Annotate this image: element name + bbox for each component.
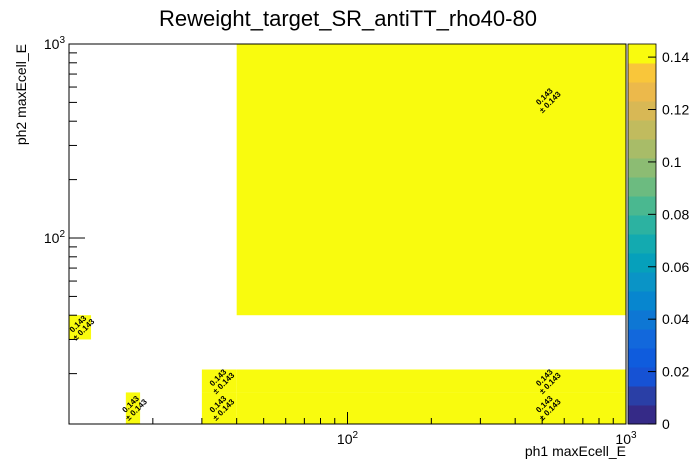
x-tick-base: 10 [337, 431, 353, 447]
palette-band [628, 253, 656, 273]
palette-band [628, 196, 656, 216]
palette-band [628, 405, 656, 425]
heatmap-cell [201, 392, 237, 424]
z-tick-label: 0.02 [662, 364, 689, 380]
x-axis-title: ph1 maxEcell_E [525, 443, 626, 459]
x-tick-base: 10 [615, 431, 631, 447]
palette-band [628, 63, 656, 83]
y-tick-exponent: 3 [59, 35, 65, 46]
palette-band [628, 158, 656, 178]
heatmap-cell [125, 392, 141, 424]
x-tick-label: 102 [337, 430, 359, 447]
palette-band [628, 291, 656, 311]
z-tick-label: 0 [662, 416, 670, 432]
z-tick-label: 0.14 [662, 49, 689, 65]
y-tick-base: 10 [44, 230, 60, 246]
palette-band [628, 329, 656, 349]
palette-band [628, 386, 656, 406]
cell-label: 0.143± 0.143 [534, 86, 563, 115]
palette-band [628, 120, 656, 140]
z-tick-label: 0.12 [662, 102, 689, 118]
y-tick-base: 10 [44, 36, 60, 52]
palette-band [628, 215, 656, 235]
x-tick-exponent: 3 [631, 430, 637, 441]
cell-label: 0.143± 0.143 [120, 394, 149, 423]
z-tick-label: 0.04 [662, 311, 689, 327]
palette-band [628, 272, 656, 292]
palette-band [628, 348, 656, 368]
palette-band [628, 139, 656, 159]
heatmap-cell [236, 369, 626, 393]
y-tick-exponent: 2 [59, 229, 65, 240]
palette-band [628, 367, 656, 387]
heatmap-cell [236, 44, 626, 316]
z-tick-label: 0.1 [662, 154, 682, 170]
y-axis-title: ph2 maxEcell_E [13, 44, 29, 145]
y-tick-label: 103 [44, 35, 66, 52]
heatmap-cell [201, 369, 237, 393]
heatmap-cell [69, 315, 92, 340]
z-tick-label: 0.08 [662, 206, 689, 222]
palette-band [628, 310, 656, 330]
palette-frame [627, 43, 657, 425]
chart-title: Reweight_target_SR_antiTT_rho40-80 [159, 6, 537, 31]
palette-band [628, 177, 656, 197]
palette-band [628, 44, 656, 64]
x-tick-label: 103 [615, 430, 637, 447]
x-tick-exponent: 2 [353, 430, 359, 441]
palette-band [628, 82, 656, 102]
palette-band [628, 234, 656, 254]
y-tick-label: 102 [44, 229, 66, 246]
palette-band [628, 101, 656, 121]
z-tick-label: 0.06 [662, 259, 689, 275]
